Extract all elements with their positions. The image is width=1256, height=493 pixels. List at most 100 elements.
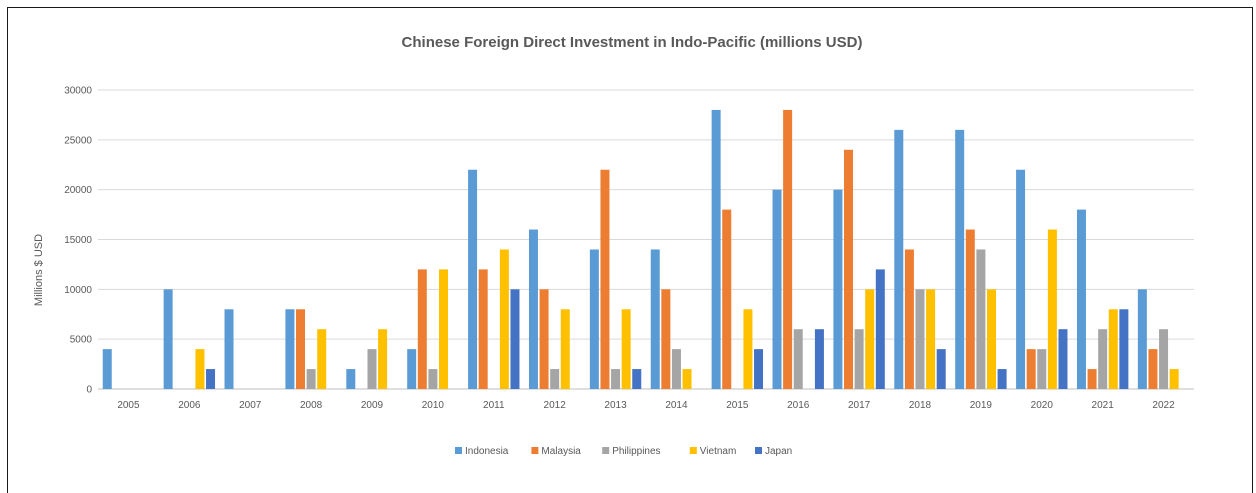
x-tick-label: 2021 [1092, 400, 1115, 411]
x-tick-label: 2014 [665, 400, 688, 411]
bar-philippines-2008 [306, 369, 316, 389]
bar-indonesia-2013 [589, 249, 599, 389]
bar-indonesia-2020 [1016, 169, 1026, 389]
bar-indonesia-2021 [1076, 209, 1086, 389]
bar-vietnam-2008 [317, 329, 327, 389]
bar-japan-2015 [754, 349, 764, 389]
bar-philippines-2022 [1159, 329, 1169, 389]
bar-japan-2013 [632, 369, 642, 389]
bar-indonesia-2007 [224, 309, 234, 389]
bar-malaysia-2013 [600, 169, 610, 389]
y-tick-label: 15000 [64, 235, 92, 246]
bars [102, 109, 1179, 389]
x-tick-label: 2006 [178, 400, 201, 411]
bar-vietnam-2006 [195, 349, 205, 389]
bar-japan-2011 [510, 289, 520, 389]
x-tick-label: 2016 [787, 400, 810, 411]
bar-indonesia-2017 [833, 189, 843, 389]
bar-philippines-2017 [854, 329, 864, 389]
bar-malaysia-2015 [722, 209, 732, 389]
bar-malaysia-2018 [904, 249, 914, 389]
y-tick-labels: 0 5000 10000 15000 20000 25000 30000 [64, 86, 92, 396]
bar-philippines-2016 [793, 329, 803, 389]
legend-label-malaysia: Malaysia [541, 446, 581, 457]
bar-malaysia-2010 [417, 269, 427, 389]
x-tick-label: 2007 [239, 400, 262, 411]
bar-malaysia-2022 [1148, 349, 1158, 389]
bar-indonesia-2005 [102, 349, 112, 389]
x-tick-label: 2022 [1152, 400, 1175, 411]
x-tick-label: 2008 [300, 400, 323, 411]
y-tick-label: 0 [86, 385, 92, 396]
bar-indonesia-2019 [955, 129, 965, 389]
bar-philippines-2018 [915, 289, 925, 389]
legend-swatch-japan [755, 447, 762, 454]
legend: Indonesia Malaysia Philippines Vietnam Japan [455, 446, 792, 457]
bar-japan-2020 [1058, 329, 1068, 389]
bar-vietnam-2012 [560, 309, 570, 389]
bar-malaysia-2017 [844, 149, 854, 389]
bar-vietnam-2013 [621, 309, 631, 389]
bar-indonesia-2011 [468, 169, 478, 389]
bar-philippines-2020 [1037, 349, 1047, 389]
bar-vietnam-2014 [682, 369, 692, 389]
x-tick-label: 2018 [909, 400, 932, 411]
bar-indonesia-2022 [1137, 289, 1147, 389]
bar-philippines-2009 [367, 349, 377, 389]
bar-vietnam-2019 [986, 289, 996, 389]
chart-title: Chinese Foreign Direct Investment in Ind… [402, 34, 863, 51]
legend-label-vietnam: Vietnam [700, 446, 737, 457]
x-tick-label: 2020 [1031, 400, 1054, 411]
x-tick-label: 2017 [848, 400, 871, 411]
bar-vietnam-2015 [743, 309, 753, 389]
legend-label-japan: Japan [765, 446, 792, 457]
bar-japan-2016 [814, 329, 824, 389]
bar-philippines-2014 [671, 349, 681, 389]
legend-swatch-vietnam [689, 447, 697, 454]
y-tick-label: 5000 [70, 335, 93, 346]
x-tick-label: 2012 [544, 400, 567, 411]
bar-philippines-2013 [611, 369, 621, 389]
bar-indonesia-2008 [285, 309, 295, 389]
bar-indonesia-2015 [711, 109, 721, 389]
bar-japan-2017 [875, 269, 885, 389]
bar-japan-2019 [997, 369, 1007, 389]
bar-japan-2021 [1119, 309, 1129, 389]
x-tick-labels: 2005 2006 2007 2008 2009 2010 2011 2012 2013 2014… [117, 400, 1175, 411]
bar-indonesia-2006 [163, 289, 173, 389]
bar-indonesia-2018 [894, 129, 904, 389]
x-tick-label: 2009 [361, 400, 384, 411]
bar-malaysia-2020 [1026, 349, 1036, 389]
bar-vietnam-2009 [378, 329, 388, 389]
x-tick-label: 2011 [483, 400, 505, 411]
x-tick-label: 2013 [604, 400, 627, 411]
bar-philippines-2010 [428, 369, 438, 389]
bar-vietnam-2020 [1047, 229, 1057, 389]
x-tick-label: 2010 [422, 400, 445, 411]
bar-vietnam-2018 [926, 289, 936, 389]
bar-japan-2018 [936, 349, 946, 389]
y-axis-label: Millions $ USD [33, 234, 45, 306]
y-tick-label: 20000 [64, 185, 92, 196]
bar-malaysia-2021 [1087, 369, 1097, 389]
bar-malaysia-2008 [296, 309, 306, 389]
y-tick-label: 30000 [64, 86, 92, 97]
bar-vietnam-2022 [1169, 369, 1179, 389]
bar-indonesia-2014 [650, 249, 660, 389]
bar-vietnam-2010 [438, 269, 448, 389]
bar-malaysia-2019 [965, 229, 975, 389]
legend-swatch-indonesia [455, 447, 462, 454]
bar-malaysia-2011 [478, 269, 488, 389]
legend-swatch-philippines [602, 447, 610, 454]
bar-philippines-2019 [976, 249, 986, 389]
bar-indonesia-2012 [528, 229, 538, 389]
bar-malaysia-2014 [661, 289, 671, 389]
bar-japan-2006 [206, 369, 216, 389]
legend-swatch-malaysia [531, 447, 539, 454]
x-tick-label: 2019 [970, 400, 993, 411]
bar-indonesia-2009 [346, 369, 356, 389]
legend-label-indonesia: Indonesia [465, 446, 509, 457]
bar-malaysia-2012 [539, 289, 549, 389]
gridlines [98, 89, 1194, 390]
